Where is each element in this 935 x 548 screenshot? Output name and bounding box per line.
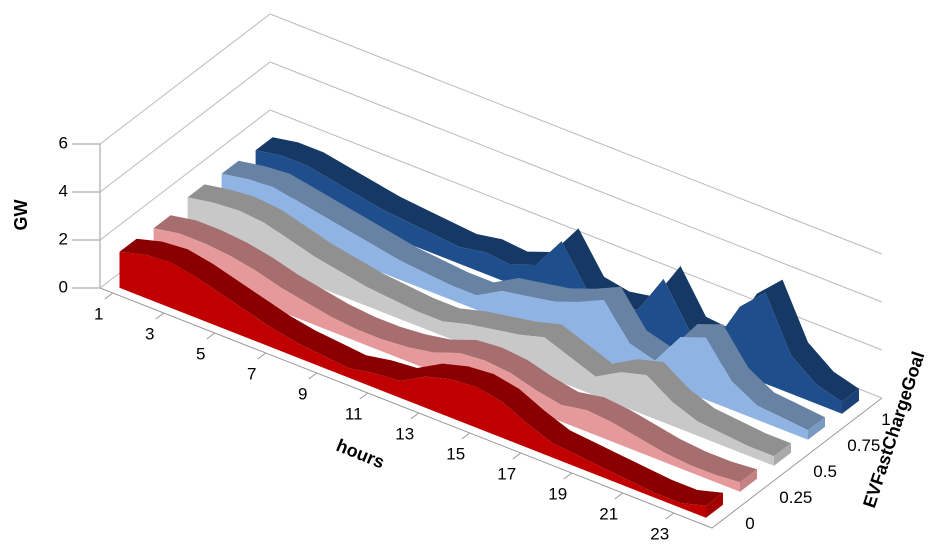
y-tick-label: 4	[59, 181, 68, 200]
x-tick	[512, 452, 522, 460]
x-tick-label: 3	[145, 324, 154, 343]
ribbon-top	[119, 238, 723, 506]
legend-label: 0	[745, 514, 754, 533]
legend-label: 0.25	[779, 488, 812, 507]
legend-label: 1	[881, 410, 890, 429]
y-tick-label: 2	[59, 229, 68, 248]
x-tick	[359, 392, 369, 400]
y-axis-label: GW	[11, 199, 31, 230]
ribbon-top	[153, 215, 758, 483]
ribbon-side	[740, 469, 757, 492]
x-tick-label: 23	[650, 524, 669, 543]
y-tick-label: 0	[59, 277, 68, 296]
ribbon-side	[808, 417, 825, 440]
x-tick	[614, 492, 624, 500]
ribbon-front	[119, 251, 706, 518]
x-tick-label: 19	[548, 484, 567, 503]
x-tick	[563, 472, 573, 480]
x-tick-label: 11	[345, 404, 363, 423]
ribbon-top	[187, 184, 792, 457]
y-tick-label: 6	[59, 133, 68, 152]
z-axis-label: EVFastChargeGoal	[859, 349, 928, 510]
ribbon-side	[842, 388, 859, 414]
wall-edge	[99, 144, 883, 529]
x-tick-label: 1	[94, 304, 103, 323]
x-tick	[410, 412, 420, 420]
grid-line	[99, 61, 883, 303]
x-tick-label: 21	[599, 504, 618, 523]
x-tick-label: 5	[196, 344, 205, 363]
ribbon-side	[774, 443, 791, 466]
ribbon-side	[706, 492, 723, 518]
x-tick	[461, 432, 471, 440]
ribbon-front	[153, 228, 741, 492]
x-tick	[257, 352, 267, 360]
legend-label: 0.5	[813, 462, 837, 481]
x-tick-label: 9	[298, 384, 307, 403]
x-tick-label: 13	[395, 424, 414, 443]
x-tick	[665, 512, 675, 520]
x-tick-label: 7	[247, 364, 256, 383]
x-axis-label: hours	[334, 435, 388, 472]
ribbon-top	[221, 160, 826, 431]
x-tick	[206, 332, 216, 340]
x-tick	[155, 312, 165, 320]
x-tick-label: 15	[446, 444, 465, 463]
legend-label: 0.75	[847, 436, 880, 455]
x-tick	[308, 372, 318, 380]
x-tick	[104, 292, 114, 300]
x-tick-label: 17	[497, 464, 516, 483]
grid-line	[99, 13, 883, 255]
ribbon-front	[187, 197, 775, 466]
